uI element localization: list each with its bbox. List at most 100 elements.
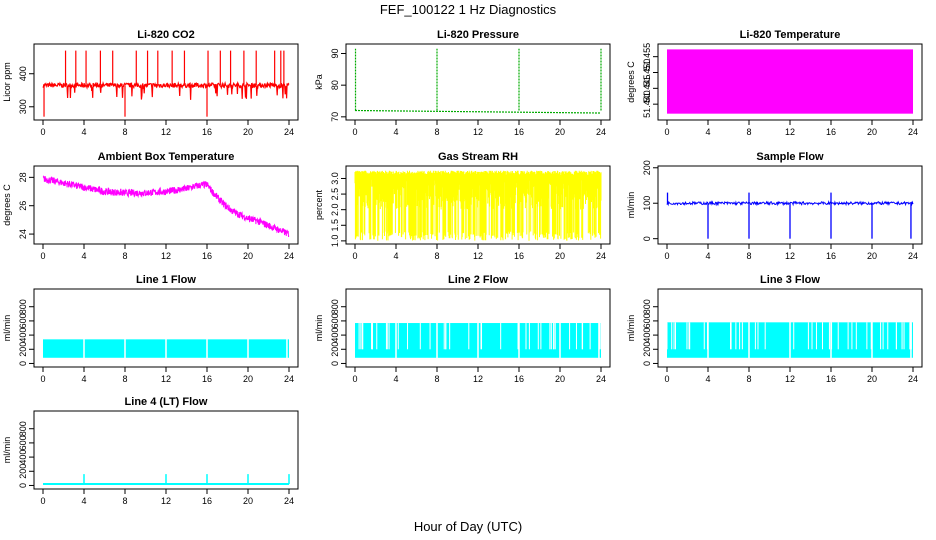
x-tick-label: 4 xyxy=(393,251,398,261)
x-tick-label: 20 xyxy=(555,374,565,384)
x-tick-label: 0 xyxy=(352,127,357,137)
x-tick-label: 20 xyxy=(243,127,253,137)
y-tick-label: 400 xyxy=(18,450,28,465)
x-tick-label: 12 xyxy=(473,251,483,261)
y-tick-label: 51.455 xyxy=(642,43,652,71)
x-tick-label: 24 xyxy=(284,251,294,261)
x-tick-label: 0 xyxy=(352,251,357,261)
pressure-series-line xyxy=(354,109,602,114)
x-tick-label: 20 xyxy=(243,496,253,506)
temperature-fill xyxy=(667,49,913,114)
x-tick-label: 4 xyxy=(705,127,710,137)
x-tick-label: 4 xyxy=(705,251,710,261)
x-tick-label: 4 xyxy=(81,127,86,137)
x-tick-label: 12 xyxy=(785,251,795,261)
y-axis-label: ml/min xyxy=(314,315,324,342)
plot-area xyxy=(43,337,289,360)
plot-frame xyxy=(345,43,611,121)
y-tick-label: 70 xyxy=(330,112,340,122)
plot-area xyxy=(354,48,602,114)
y-tick-label: 51.440 xyxy=(642,90,652,118)
y-axis-label: percent xyxy=(314,189,324,220)
x-tick-label: 20 xyxy=(243,251,253,261)
plot-area xyxy=(666,192,914,239)
y-tick-label: 200 xyxy=(330,342,340,357)
x-tick-label: 24 xyxy=(596,374,606,384)
x-tick-label: 12 xyxy=(785,127,795,137)
plot-area xyxy=(666,320,913,360)
x-tick-label: 20 xyxy=(867,251,877,261)
x-tick-label: 0 xyxy=(352,374,357,384)
y-tick-label: 200 xyxy=(18,342,28,357)
panel-title: Ambient Box Temperature xyxy=(98,151,235,163)
panel-title: Li-820 Temperature xyxy=(740,29,841,41)
panel-8: Line 2 Flow ml/min 0 4 8 12 16 20 24 0 20040060080… xyxy=(314,274,611,384)
x-tick-label: 20 xyxy=(867,374,877,384)
x-tick-label: 12 xyxy=(161,127,171,137)
y-axis-label: degrees C xyxy=(626,61,636,103)
x-tick-label: 4 xyxy=(705,374,710,384)
panel-2: Li-820 Pressure kPa 0 4 8 12 16 20 24 70 80 90 xyxy=(314,29,611,137)
y-tick-label: 600 xyxy=(330,313,340,328)
y-tick-label: 1.0 xyxy=(330,235,340,248)
y-tick-label: 0 xyxy=(18,361,28,366)
x-tick-label: 24 xyxy=(908,374,918,384)
x-tick-label: 8 xyxy=(434,251,439,261)
x-tick-label: 4 xyxy=(81,496,86,506)
x-tick-label: 12 xyxy=(161,251,171,261)
y-tick-label: 200 xyxy=(642,160,652,175)
panel-9: Line 3 Flow ml/min 0 4 8 12 16 20 24 0 20040060080… xyxy=(626,274,923,384)
y-axis-label: degrees C xyxy=(2,184,12,226)
x-axis-label: Hour of Day (UTC) xyxy=(414,519,522,534)
plot-area xyxy=(355,321,602,360)
y-tick-label: 600 xyxy=(18,313,28,328)
panel-6: Sample Flow ml/min 0 4 8 12 16 20 24 0 100 200 xyxy=(626,151,923,261)
x-tick-label: 4 xyxy=(393,374,398,384)
panel-title: Line 4 (LT) Flow xyxy=(125,396,208,408)
y-tick-label: 3.0 xyxy=(330,172,340,185)
y-tick-label: 800 xyxy=(18,299,28,314)
x-tick-label: 24 xyxy=(284,496,294,506)
x-tick-label: 24 xyxy=(284,127,294,137)
y-axis-label: kPa xyxy=(314,74,324,90)
x-tick-label: 0 xyxy=(664,251,669,261)
y-tick-label: 400 xyxy=(642,328,652,343)
x-tick-label: 0 xyxy=(664,374,669,384)
x-tick-label: 16 xyxy=(826,127,836,137)
plot-frame xyxy=(33,43,299,121)
y-tick-label: 0 xyxy=(642,361,652,366)
ambient-temp-line xyxy=(42,175,290,238)
rh-series-band xyxy=(354,170,602,241)
panel-title: Sample Flow xyxy=(756,151,824,163)
x-tick-label: 8 xyxy=(746,374,751,384)
x-tick-label: 16 xyxy=(826,374,836,384)
x-tick-label: 12 xyxy=(473,374,483,384)
x-tick-label: 20 xyxy=(867,127,877,137)
x-tick-label: 8 xyxy=(122,127,127,137)
y-tick-label: 400 xyxy=(18,328,28,343)
x-tick-label: 24 xyxy=(284,374,294,384)
x-tick-label: 16 xyxy=(202,127,212,137)
y-tick-label: 200 xyxy=(18,464,28,479)
x-tick-label: 0 xyxy=(664,127,669,137)
x-tick-label: 8 xyxy=(122,496,127,506)
x-tick-label: 16 xyxy=(202,374,212,384)
x-tick-label: 8 xyxy=(122,251,127,261)
panel-10: Line 4 (LT) Flow ml/min 0 4 8 12 16 20 24 0 200400… xyxy=(2,396,299,506)
x-tick-label: 12 xyxy=(473,127,483,137)
x-tick-label: 0 xyxy=(40,127,45,137)
plot-frame xyxy=(33,165,299,245)
panel-title: Line 3 Flow xyxy=(760,274,820,286)
x-tick-label: 12 xyxy=(161,374,171,384)
x-tick-label: 16 xyxy=(202,251,212,261)
y-tick-label: 80 xyxy=(330,80,340,90)
panel-3: Li-820 Temperature degrees C 0 4 8 12 16 20 24 51… xyxy=(626,29,923,137)
y-tick-label: 2.0 xyxy=(330,203,340,216)
x-tick-label: 24 xyxy=(908,127,918,137)
y-tick-label: 200 xyxy=(642,342,652,357)
y-tick-label: 2.5 xyxy=(330,188,340,201)
x-tick-label: 16 xyxy=(514,251,524,261)
y-tick-label: 400 xyxy=(330,328,340,343)
plot-area xyxy=(354,170,602,241)
